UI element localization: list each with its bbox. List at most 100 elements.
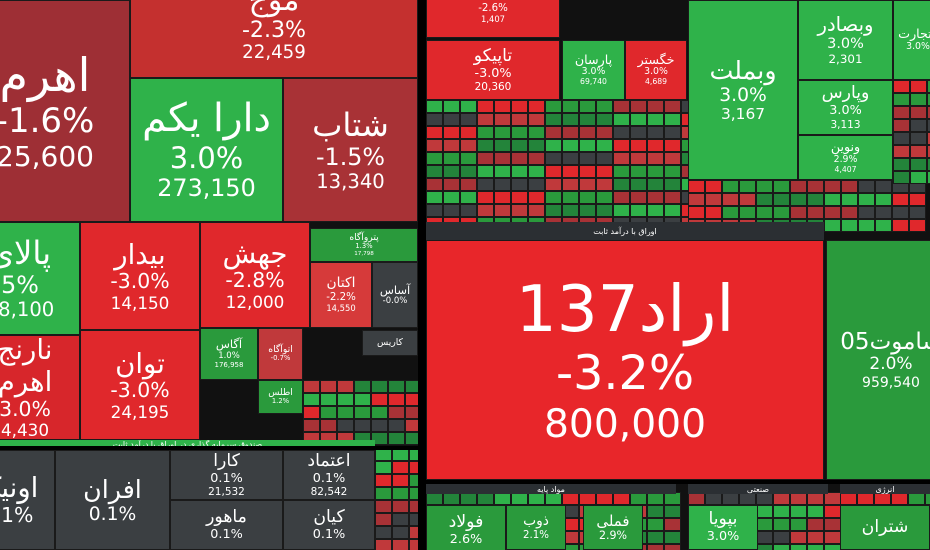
tile-change: -2.2%: [326, 292, 356, 304]
small-tile: [892, 206, 909, 219]
tile-name: اهرم: [0, 47, 91, 102]
small-tile: [511, 165, 528, 178]
small-tile: [647, 100, 664, 113]
small-tile: [460, 191, 477, 204]
tile: بیدار -3.0% 14,150: [80, 222, 200, 330]
small-tile: [893, 80, 910, 93]
small-tile: [875, 193, 892, 206]
small-tile: [630, 126, 647, 139]
tile-change: 3.0%: [827, 36, 864, 53]
small-tile: [354, 406, 371, 419]
small-tile: [443, 191, 460, 204]
tile: توان -3.0% 24,195: [80, 330, 200, 440]
tile-name: نارنج اهرم: [0, 335, 53, 399]
small-tile: [739, 180, 756, 193]
small-tile: [596, 178, 613, 191]
small-tile: [630, 100, 647, 113]
small-tile: [426, 204, 443, 217]
small-tile: [647, 531, 664, 544]
tile-name: اعتماد: [307, 450, 351, 471]
small-tile: [337, 393, 354, 406]
small-tile: [579, 100, 596, 113]
small-tile: [647, 518, 664, 531]
small-tile: [705, 180, 722, 193]
small-tile: [647, 139, 664, 152]
tile: وپارس 3.0% 3,113: [798, 80, 893, 135]
small-tile: [664, 544, 681, 550]
tile-name: آساس: [379, 282, 411, 297]
tile-volume: 17,798: [354, 250, 374, 257]
tile-volume: 4,407: [834, 164, 857, 174]
small-tile: [443, 113, 460, 126]
small-tile: [494, 113, 511, 126]
small-tile: [630, 139, 647, 152]
small-tile: [375, 513, 392, 526]
small-tile: [477, 126, 494, 139]
tile-change: -0.7%: [270, 354, 291, 363]
tile-change: 0.1%: [0, 503, 34, 528]
small-tile: [756, 544, 773, 550]
tile: خگستر 3.0% 4,689: [625, 40, 687, 100]
tile-name: فملی: [596, 511, 630, 530]
small-tile: [477, 178, 494, 191]
small-tile: [375, 474, 392, 487]
tile: دارا یکم 3.0% 273,150: [130, 78, 283, 222]
small-tile: [371, 406, 388, 419]
small-tile: [579, 113, 596, 126]
small-tile: [392, 513, 409, 526]
small-tile: [807, 193, 824, 206]
tile-name: آگاس: [215, 337, 243, 352]
small-tile: [426, 191, 443, 204]
tile-name: بیدار: [114, 237, 166, 271]
small-tile: [494, 152, 511, 165]
small-tile: [909, 193, 926, 206]
small-tile: [443, 165, 460, 178]
small-tile: [647, 204, 664, 217]
small-tile: [664, 152, 681, 165]
small-tile: [460, 165, 477, 178]
tile: کاریس: [362, 330, 418, 356]
small-tile: [562, 100, 579, 113]
small-tile: [460, 204, 477, 217]
small-tile: [739, 193, 756, 206]
small-tile: [511, 204, 528, 217]
small-tile: [927, 132, 930, 145]
small-tile: [910, 119, 927, 132]
small-tile: [545, 152, 562, 165]
tile-volume: 20,360: [474, 81, 512, 94]
small-tile: [841, 206, 858, 219]
tile: -2.6% 1,407: [426, 0, 560, 38]
small-tile: [392, 474, 409, 487]
small-tile: [511, 126, 528, 139]
tile-volume: 82,542: [310, 486, 348, 499]
small-tile: [443, 178, 460, 191]
small-tile: [893, 132, 910, 145]
small-tile: [613, 113, 630, 126]
small-tile: [511, 178, 528, 191]
small-tile: [562, 178, 579, 191]
small-tile: [371, 432, 388, 445]
small-tile: [579, 126, 596, 139]
section-header: اوراق با درآمد ثابت: [426, 222, 824, 240]
small-tile: [562, 204, 579, 217]
tile-change: 3.0%: [719, 84, 767, 106]
small-tile: [562, 152, 579, 165]
tile-change: 3.0%: [829, 103, 862, 119]
small-tile: [477, 191, 494, 204]
small-tile: [545, 178, 562, 191]
small-tile: [892, 193, 909, 206]
small-tile: [545, 100, 562, 113]
small-tile: [354, 380, 371, 393]
tile: پتروآگاه 1.3% 17,798: [310, 228, 418, 262]
small-tile: [773, 505, 790, 518]
tile-change: 3.0%: [706, 529, 740, 545]
small-tile: [494, 178, 511, 191]
small-tile: [630, 165, 647, 178]
tile: آساس -0.0%: [372, 262, 418, 328]
tile-volume: 13,340: [316, 169, 385, 193]
tile: ساموت052.0%959,540: [826, 240, 930, 480]
small-tile: [337, 406, 354, 419]
tile-name: اونیک: [0, 471, 39, 505]
small-tile: [426, 113, 443, 126]
small-tile: [528, 113, 545, 126]
